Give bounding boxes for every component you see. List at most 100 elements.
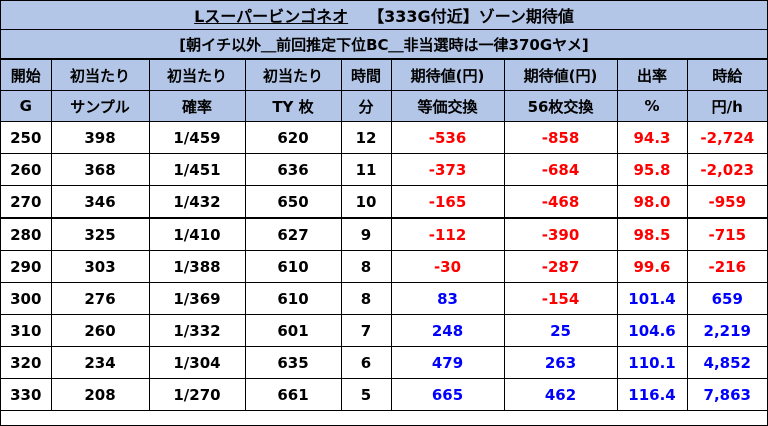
header-start-sub: G [1,90,52,122]
cell-hourly: 2,219 [686,314,767,347]
cell-sample: 398 [50,121,150,154]
cell-sample: 276 [50,282,150,315]
cell-ev-eq: -30 [390,250,505,283]
table-row: 330 208 1/270 661 5 665 462 116.4 7,863 [1,378,767,411]
cell-prob: 1/304 [148,346,246,379]
header-ty-sub: TY 枚 [244,90,342,122]
cell-rate: 98.5 [616,217,688,251]
cell-min: 9 [340,217,392,251]
cell-ty: 661 [244,378,342,411]
cell-ev-eq: 665 [390,378,505,411]
header-rate: 出率 [616,59,688,91]
cell-g: 330 [1,378,52,411]
header-ev-eq: 期待値(円) [390,59,505,91]
cell-rate: 95.8 [616,153,688,186]
cell-ev-eq: -373 [390,153,505,186]
cell-rate: 110.1 [616,346,688,379]
cell-ev-eq: 248 [390,314,505,347]
cell-g: 300 [1,282,52,315]
cell-ev-56: 263 [503,346,618,379]
cell-min: 11 [340,153,392,186]
cell-ev-56: -390 [503,217,618,251]
cell-rate: 94.3 [616,121,688,154]
cell-prob: 1/459 [148,121,246,154]
table-subtitle: [朝イチ以外＿前回推定下位BC＿非当選時は一律370Gヤメ] [1,30,767,59]
header-ev-56: 期待値(円) [503,59,618,91]
header-sample-sub: サンプル [50,90,150,122]
cell-min: 7 [340,314,392,347]
cell-min: 10 [340,185,392,219]
header-rate-sub: % [616,90,688,122]
cell-ty: 620 [244,121,342,154]
table-title: Lスーパービンゴネオ 【333G付近】ゾーン期待値 [1,1,767,30]
cell-g: 320 [1,346,52,379]
cell-rate: 116.4 [616,378,688,411]
cell-min: 12 [340,121,392,154]
cell-ev-eq: 83 [390,282,505,315]
table-row: 290 303 1/388 610 8 -30 -287 99.6 -216 [1,250,767,283]
table-row: 260 368 1/451 636 11 -373 -684 95.8 -2,023 [1,153,767,186]
cell-hourly: 659 [686,282,767,315]
table-row: 280 325 1/410 627 9 -112 -390 98.5 -715 [1,217,767,251]
cell-hourly: -2,724 [686,121,767,154]
cell-rate: 98.0 [616,185,688,219]
cell-prob: 1/369 [148,282,246,315]
header-start: 開始 [1,59,52,91]
cell-rate: 99.6 [616,250,688,283]
table-row: 320 234 1/304 635 6 479 263 110.1 4,852 [1,346,767,379]
cell-prob: 1/388 [148,250,246,283]
cell-prob: 1/432 [148,185,246,219]
table-row: 310 260 1/332 601 7 248 25 104.6 2,219 [1,314,767,347]
cell-sample: 325 [50,217,150,251]
header-row-1: 開始 初当たり 初当たり 初当たり 時間 期待値(円) 期待値(円) 出率 時給 [1,59,767,91]
cell-sample: 303 [50,250,150,283]
header-ev-56-sub: 56枚交換 [503,90,618,122]
cell-hourly: 4,852 [686,346,767,379]
cell-prob: 1/332 [148,314,246,347]
cell-ty: 650 [244,185,342,219]
machine-name: Lスーパービンゴネオ [194,7,349,26]
cell-prob: 1/410 [148,217,246,251]
cell-sample: 260 [50,314,150,347]
cell-ev-56: -287 [503,250,618,283]
cell-prob: 1/451 [148,153,246,186]
cell-min: 6 [340,346,392,379]
header-ty: 初当たり [244,59,342,91]
cell-g: 270 [1,185,52,219]
cell-rate: 101.4 [616,282,688,315]
cell-ev-56: -468 [503,185,618,219]
cell-ty: 635 [244,346,342,379]
cell-g: 290 [1,250,52,283]
cell-ev-56: -154 [503,282,618,315]
cell-g: 250 [1,121,52,154]
cell-ty: 627 [244,217,342,251]
cell-g: 280 [1,217,52,251]
cell-g: 260 [1,153,52,186]
header-sample: 初当たり [50,59,150,91]
header-prob-sub: 確率 [148,90,246,122]
header-time: 時間 [340,59,392,91]
table-row: 250 398 1/459 620 12 -536 -858 94.3 -2,724 [1,121,767,154]
cell-ev-eq: -165 [390,185,505,219]
cell-ty: 601 [244,314,342,347]
zone-title: 【333G付近】ゾーン期待値 [368,7,574,26]
cell-prob: 1/270 [148,378,246,411]
cell-sample: 346 [50,185,150,219]
cell-ev-56: 462 [503,378,618,411]
cell-ev-56: -858 [503,121,618,154]
header-hourly-sub: 円/h [686,90,767,122]
cell-ev-56: -684 [503,153,618,186]
cell-ty: 610 [244,282,342,315]
cell-min: 8 [340,282,392,315]
header-time-sub: 分 [340,90,392,122]
header-prob: 初当たり [148,59,246,91]
cell-hourly: 7,863 [686,378,767,411]
header-row-2: G サンプル 確率 TY 枚 分 等価交換 56枚交換 % 円/h [1,90,767,122]
header-ev-eq-sub: 等価交換 [390,90,505,122]
cell-ev-eq: 479 [390,346,505,379]
cell-hourly: -216 [686,250,767,283]
table-row: 300 276 1/369 610 8 83 -154 101.4 659 [1,282,767,315]
cell-min: 5 [340,378,392,411]
ev-table: 開始 初当たり 初当たり 初当たり 時間 期待値(円) 期待値(円) 出率 時給… [1,59,767,411]
